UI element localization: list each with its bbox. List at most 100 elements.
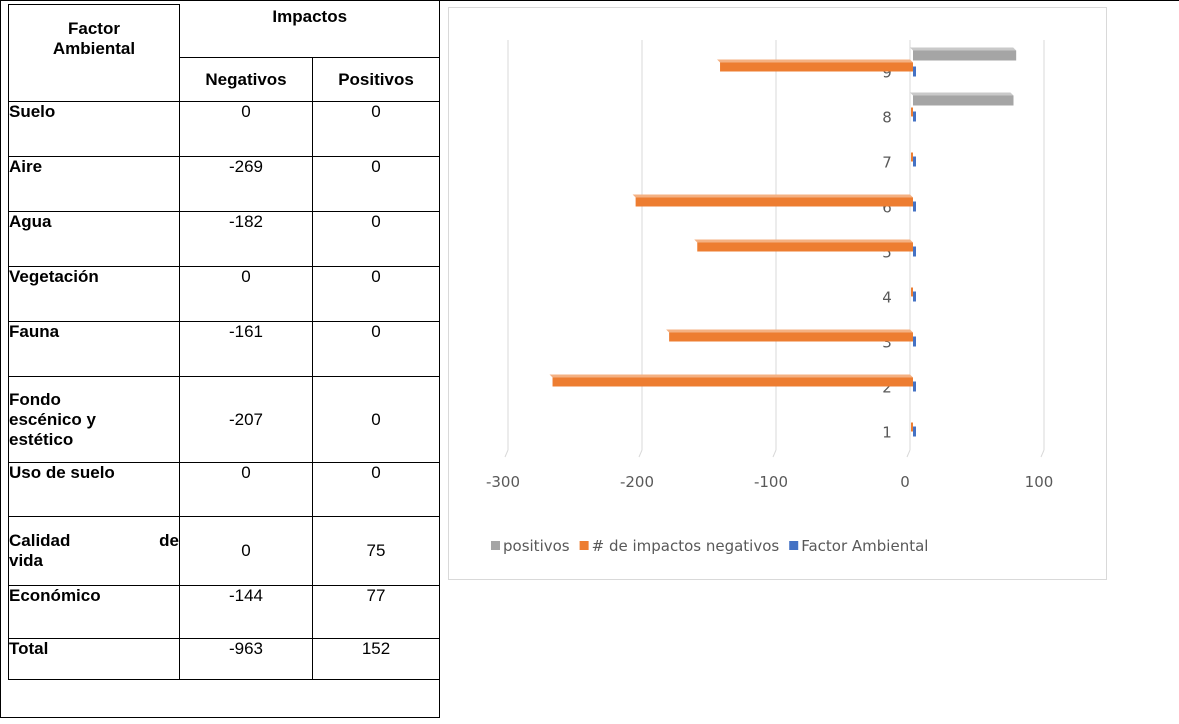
legend-swatch [491, 541, 500, 550]
chart-svg: -300 -200 -100 0 100 1 2 3 4 5 6 7 8 9 positivos # de i… [486, 40, 1054, 555]
table-row: Fauna -161 0 [8, 321, 440, 377]
legend-label: # de impactos negativos [592, 537, 780, 555]
x-tick-label: -100 [754, 473, 788, 491]
bar-negativos [911, 422, 913, 432]
category-label: 7 [882, 154, 892, 172]
positive-value: 0 [312, 321, 440, 377]
legend-label: positivos [503, 537, 570, 555]
positive-value: 77 [312, 585, 440, 639]
category-label: 2 [882, 379, 892, 397]
positive-value: 0 [312, 211, 440, 267]
total-positive: 152 [312, 638, 440, 680]
table-row: Calidad de vida 0 75 [8, 516, 440, 586]
table-row: Vegetación 0 0 [8, 266, 440, 322]
factor-name: Fauna [8, 321, 180, 377]
impacts-table: Factor Ambiental Impactos Negativos Posi… [8, 4, 440, 680]
total-label: Total [8, 638, 180, 680]
bar-negativos-top [717, 59, 913, 63]
category-label: 3 [882, 334, 892, 352]
bar-negativos [911, 152, 913, 162]
factor-name: Vegetación [8, 266, 180, 322]
positive-value: 0 [312, 266, 440, 322]
factor-name: Aire [8, 156, 180, 212]
bar-factor-ambiental [913, 66, 916, 77]
bar-factor-ambiental [913, 291, 916, 302]
bar-positivos-top [910, 47, 1017, 51]
x-tick-label: -200 [620, 473, 654, 491]
bar-negativos [635, 197, 913, 207]
frame-top-line [0, 0, 1179, 1]
total-negative: -963 [179, 638, 313, 680]
frame-divider-line [439, 0, 440, 718]
frame-left-line [0, 0, 1, 718]
factor-name: Uso de suelo [8, 462, 180, 517]
bar-negativos [720, 62, 913, 72]
gridline-x-depth [906, 449, 911, 458]
gridline-x-depth [772, 449, 777, 458]
table-row: Agua -182 0 [8, 211, 440, 267]
header-positivos: Positivos [312, 57, 440, 102]
header-impactos: Impactos [179, 4, 440, 58]
bar-positivos [913, 50, 1017, 61]
negative-value: -161 [179, 321, 313, 377]
positive-value: 0 [312, 462, 440, 517]
bar-negativos [911, 287, 913, 297]
negative-value: -269 [179, 156, 313, 212]
bar-negativos-top [549, 374, 913, 378]
bar-factor-ambiental [913, 426, 916, 437]
negative-value: 0 [179, 266, 313, 322]
gridline-x-depth [504, 449, 509, 458]
impacts-bar-chart: -300 -200 -100 0 100 1 2 3 4 5 6 7 8 9 positivos # de i… [448, 7, 1107, 580]
category-label: 6 [882, 199, 892, 217]
bar-factor-ambiental [913, 156, 916, 167]
bar-factor-ambiental [913, 336, 916, 347]
table-row: Fondo escénico y estético -207 0 [8, 376, 440, 463]
category-label: 4 [882, 289, 892, 307]
header-negativos: Negativos [179, 57, 313, 102]
negative-value: 0 [179, 101, 313, 157]
category-label: 5 [882, 244, 892, 262]
table-row: Suelo 0 0 [8, 101, 440, 157]
negative-value: -207 [179, 376, 313, 463]
factor-name: Agua [8, 211, 180, 267]
positive-value: 75 [312, 516, 440, 586]
table-row-total: Total -963 152 [8, 638, 440, 680]
bar-negativos [911, 107, 913, 117]
bar-positivos [913, 95, 1014, 106]
bar-factor-ambiental [913, 201, 916, 212]
bar-negativos [697, 242, 913, 252]
gridline-x-depth [638, 449, 643, 458]
bar-negativos [552, 377, 913, 387]
factor-name: Económico [8, 585, 180, 639]
header-factor-ambiental: Factor Ambiental [8, 4, 180, 102]
x-tick-label: 0 [900, 473, 910, 491]
category-label: 8 [882, 109, 892, 127]
factor-name: Suelo [8, 101, 180, 157]
legend-label: Factor Ambiental [801, 537, 928, 555]
legend-swatch [579, 541, 589, 550]
bar-factor-ambiental [913, 246, 916, 257]
factor-name: Calidad de vida [8, 516, 180, 586]
x-tick-label: -300 [486, 473, 520, 491]
bar-positivos-top [910, 92, 1014, 96]
negative-value: -182 [179, 211, 313, 267]
frame-bottom-line [0, 717, 440, 718]
table-row: Aire -269 0 [8, 156, 440, 212]
factor-name: Fondo escénico y estético [8, 376, 180, 463]
bar-negativos [669, 332, 913, 342]
negative-value: 0 [179, 516, 313, 586]
table-row: Uso de suelo 0 0 [8, 462, 440, 517]
x-tick-label: 100 [1025, 473, 1054, 491]
bar-negativos-top [694, 239, 913, 243]
bar-negativos-top [666, 329, 913, 333]
bar-negativos-top [632, 194, 913, 198]
table-row: Económico -144 77 [8, 585, 440, 639]
positive-value: 0 [312, 156, 440, 212]
negative-value: 0 [179, 462, 313, 517]
positive-value: 0 [312, 101, 440, 157]
legend-swatch [789, 541, 799, 550]
bar-factor-ambiental [913, 381, 916, 392]
negative-value: -144 [179, 585, 313, 639]
gridline-x-depth [1040, 449, 1045, 458]
category-label: 9 [882, 64, 892, 82]
